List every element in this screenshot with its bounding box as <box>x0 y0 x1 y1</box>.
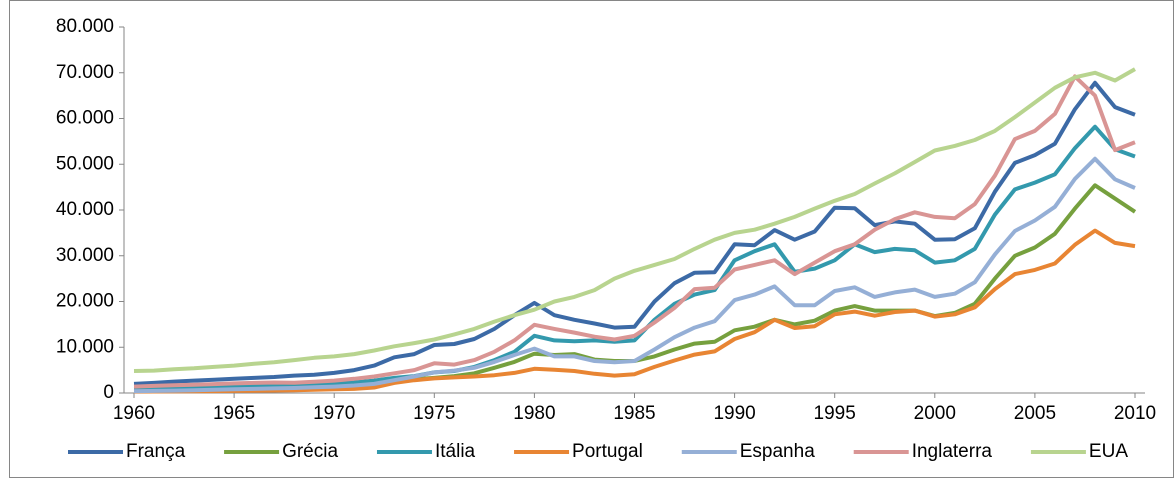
y-tick-label: 50.000 <box>56 153 114 174</box>
legend-label: Inglaterra <box>912 441 993 462</box>
legend-label: Grécia <box>282 441 338 462</box>
y-tick-label: 20.000 <box>56 291 114 312</box>
x-tick-label: 1980 <box>513 403 555 424</box>
y-tick-label: 40.000 <box>56 199 114 220</box>
legend-label: Portugal <box>572 441 643 462</box>
x-tick-label: 1965 <box>213 403 255 424</box>
series-line <box>133 80 1136 386</box>
x-tick-label: 2005 <box>1014 403 1056 424</box>
series-line <box>133 228 1136 394</box>
series-line <box>133 156 1136 394</box>
x-tick-label: 2010 <box>1114 403 1156 424</box>
y-tick-label: 60.000 <box>56 108 114 129</box>
series-line <box>133 124 1136 392</box>
x-tick-label: 1960 <box>113 403 155 424</box>
legend-label: Espanha <box>740 441 815 462</box>
legend-label: França <box>126 441 186 462</box>
legend-label: Itália <box>435 441 476 462</box>
series-line <box>133 67 1136 373</box>
y-tick-label: 0 <box>103 382 114 403</box>
x-tick-label: 1970 <box>313 403 355 424</box>
chart-frame <box>9 0 1174 478</box>
series-line <box>133 74 1136 389</box>
legend-label: EUA <box>1089 441 1128 462</box>
y-tick-label: 10.000 <box>56 336 114 357</box>
x-tick-label: 1975 <box>413 403 455 424</box>
x-tick-label: 1990 <box>713 403 755 424</box>
y-tick-label: 70.000 <box>56 62 114 83</box>
x-tick-label: 2000 <box>914 403 956 424</box>
y-tick-label: 80.000 <box>56 16 114 37</box>
y-tick-label: 30.000 <box>56 245 114 266</box>
x-tick-label: 1985 <box>613 403 655 424</box>
x-tick-label: 1995 <box>814 403 856 424</box>
